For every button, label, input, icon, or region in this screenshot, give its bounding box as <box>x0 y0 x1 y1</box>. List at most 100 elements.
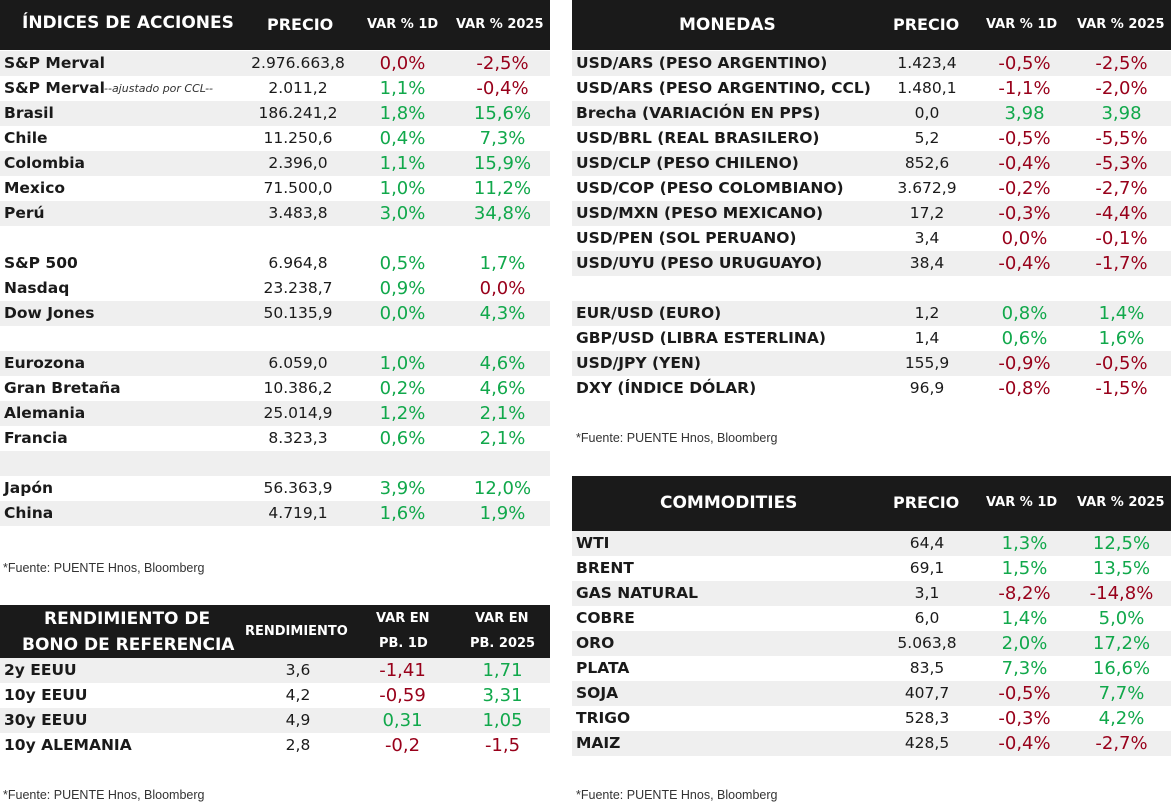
commodities-var1d-header: VAR % 1D <box>986 495 1058 510</box>
row-name: Nasdaq <box>4 279 70 297</box>
row-price: 64,4 <box>909 534 945 552</box>
row-var-1d: -0,2% <box>998 178 1051 199</box>
indices-panel: ÍNDICES DE ACCIONES PRECIO VAR % 1D VAR … <box>0 0 550 526</box>
row-var-2025: 11,2% <box>473 178 532 199</box>
table-row: Francia 8.323,3 0,6% 2,1% <box>0 426 550 451</box>
row-name: Perú <box>4 204 45 222</box>
row-var-1d: 0,6% <box>1001 328 1048 349</box>
row-var-2025: -2,5% <box>1095 53 1148 74</box>
table-row: Chile 11.250,6 0,4% 7,3% <box>0 126 550 151</box>
row-var-1d: 0,6% <box>379 428 426 449</box>
table-row: Perú 3.483,8 3,0% 34,8% <box>0 201 550 226</box>
commodities-var2025-header: VAR % 2025 <box>1077 495 1165 510</box>
row-var-1d: -0,9% <box>998 353 1051 374</box>
row-var-1d: 0,0% <box>379 53 426 74</box>
row-var-1d: 1,5% <box>1001 558 1048 579</box>
row-name: Japón <box>4 479 54 497</box>
row-name: S&P Merval <box>4 79 105 97</box>
row-price: 2.396,0 <box>268 154 328 172</box>
table-row: Alemania 25.014,9 1,2% 2,1% <box>0 401 550 426</box>
bonds-title-line1: RENDIMIENTO DE <box>44 609 211 629</box>
row-name: Chile <box>4 129 48 147</box>
row-name: USD/CLP (PESO CHILENO) <box>576 154 799 172</box>
table-row: Dow Jones 50.135,9 0,0% 4,3% <box>0 301 550 326</box>
row-var-1d: -1,41 <box>379 660 426 681</box>
indices-var2025-header: VAR % 2025 <box>456 17 544 32</box>
row-var-2025: -1,7% <box>1095 253 1148 274</box>
row-name: GBP/USD (LIBRA ESTERLINA) <box>576 329 826 347</box>
row-price: 6.059,0 <box>268 354 328 372</box>
row-var-2025: 1,05 <box>482 710 523 731</box>
bonds-header: RENDIMIENTO DE BONO DE REFERENCIA RENDIM… <box>0 605 550 658</box>
table-row: PLATA 83,5 7,3% 16,6% <box>572 656 1171 681</box>
currencies-price-header: PRECIO <box>893 15 960 34</box>
spacer-row <box>0 326 550 351</box>
row-price: 0,0 <box>914 104 940 122</box>
row-var-1d: 1,0% <box>379 178 426 199</box>
row-name: 30y EEUU <box>4 711 88 729</box>
row-var-1d: 3,98 <box>1004 103 1045 124</box>
row-var-2025: 7,7% <box>1098 683 1145 704</box>
table-row: USD/JPY (YEN) 155,9 -0,9% -0,5% <box>572 351 1171 376</box>
row-var-1d: 0,0% <box>379 303 426 324</box>
table-row: EUR/USD (EURO) 1,2 0,8% 1,4% <box>572 301 1171 326</box>
row-price: 83,5 <box>909 659 945 677</box>
row-var-2025: 3,98 <box>1101 103 1142 124</box>
table-row: SOJA 407,7 -0,5% 7,7% <box>572 681 1171 706</box>
row-price: 3,6 <box>285 661 311 679</box>
row-var-2025: -2,7% <box>1095 178 1148 199</box>
row-var-1d: 0,9% <box>379 278 426 299</box>
row-var-2025: 1,7% <box>479 253 526 274</box>
currencies-var1d-header: VAR % 1D <box>986 17 1058 32</box>
row-price: 407,7 <box>904 684 950 702</box>
row-var-1d: 0,0% <box>1001 228 1048 249</box>
indices-title: ÍNDICES DE ACCIONES <box>22 13 234 33</box>
table-row: USD/COP (PESO COLOMBIANO) 3.672,9 -0,2% -2,… <box>572 176 1171 201</box>
table-row: GAS NATURAL 3,1 -8,2% -14,8% <box>572 581 1171 606</box>
row-var-1d: -0,3% <box>998 203 1051 224</box>
row-name: China <box>4 504 54 522</box>
row-var-2025: 0,0% <box>479 278 526 299</box>
row-price: 1.480,1 <box>897 79 957 97</box>
table-row: MAIZ 428,5 -0,4% -2,7% <box>572 731 1171 756</box>
row-var-2025: 4,6% <box>479 378 526 399</box>
row-price: 69,1 <box>909 559 945 577</box>
row-name: 10y ALEMANIA <box>4 736 132 754</box>
spacer-row <box>0 226 550 251</box>
row-var-2025: -1,5% <box>1095 378 1148 399</box>
table-row: USD/ARS (PESO ARGENTINO, CCL) 1.480,1 -1,1… <box>572 76 1171 101</box>
row-var-2025: -2,5% <box>476 53 529 74</box>
spacer-row <box>572 276 1171 301</box>
row-price: 1.423,4 <box>897 54 957 72</box>
currencies-title: MONEDAS <box>679 15 776 35</box>
row-name: 10y EEUU <box>4 686 88 704</box>
row-var-2025: 1,71 <box>482 660 523 681</box>
table-row: S&P 500 6.964,8 0,5% 1,7% <box>0 251 550 276</box>
row-name: DXY (ÍNDICE DÓLAR) <box>576 379 757 397</box>
row-var-1d: 1,1% <box>379 153 426 174</box>
table-row: USD/UYU (PESO URUGUAYO) 38,4 -0,4% -1,7% <box>572 251 1171 276</box>
row-var-2025: -0,4% <box>476 78 529 99</box>
table-row: 2y EEUU 3,6 -1,41 1,71 <box>0 658 550 683</box>
row-price: 71.500,0 <box>263 179 333 197</box>
table-row: GBP/USD (LIBRA ESTERLINA) 1,4 0,6% 1,6% <box>572 326 1171 351</box>
row-var-1d: 1,2% <box>379 403 426 424</box>
row-var-2025: 4,3% <box>479 303 526 324</box>
table-row: 30y EEUU 4,9 0,31 1,05 <box>0 708 550 733</box>
row-var-1d: 1,8% <box>379 103 426 124</box>
row-name: 2y EEUU <box>4 661 77 679</box>
table-row: Colombia 2.396,0 1,1% 15,9% <box>0 151 550 176</box>
row-var-1d: 0,31 <box>382 710 423 731</box>
row-name: Francia <box>4 429 68 447</box>
row-var-1d: -0,8% <box>998 378 1051 399</box>
row-name: Eurozona <box>4 354 86 372</box>
commodities-header: COMMODITIES PRECIO VAR % 1D VAR % 2025 <box>572 476 1171 531</box>
table-row: S&P Merval 2.976.663,8 0,0% -2,5% <box>0 51 550 76</box>
commodities-price-header: PRECIO <box>893 493 960 512</box>
row-price: 4,9 <box>285 711 311 729</box>
bonds-var1d-header-b: PB. 1D <box>379 636 428 651</box>
bonds-table-body: 2y EEUU 3,6 -1,41 1,71 10y EEUU 4,2 -0,59 3,31 3… <box>0 658 550 758</box>
table-row: WTI 64,4 1,3% 12,5% <box>572 531 1171 556</box>
table-row: S&P Merval --ajustado por CCL-- 2.011,2 1,1… <box>0 76 550 101</box>
row-var-1d: 0,8% <box>1001 303 1048 324</box>
